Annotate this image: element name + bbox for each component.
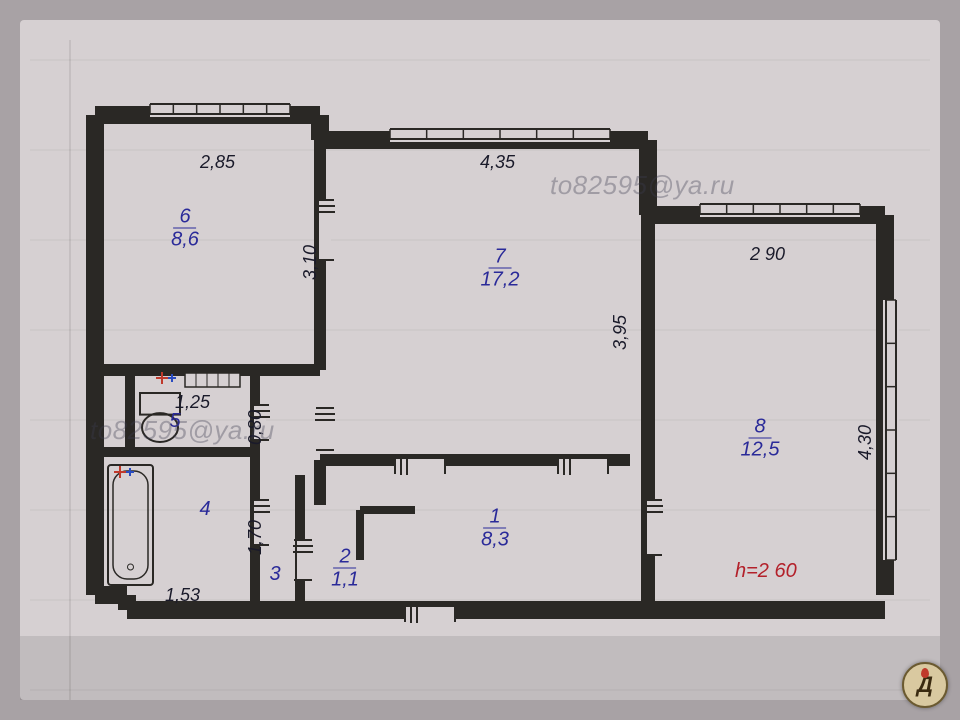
- dimension-5: 4,30: [855, 425, 876, 460]
- site-badge-icon: Д: [902, 662, 948, 708]
- watermark-0: to82595@ya.ru: [550, 170, 735, 201]
- room-label-7: 717,2: [481, 246, 520, 291]
- dimension-2: 2 90: [750, 244, 785, 265]
- dimension-4: 3,95: [610, 315, 631, 350]
- ceiling-height: h=2 60: [735, 560, 797, 583]
- room-label-2: 21,1: [331, 546, 359, 591]
- dimension-0: 2,85: [200, 152, 235, 173]
- room-label-4: 4: [193, 498, 216, 520]
- room-label-1: 18,3: [481, 506, 509, 551]
- room-label-3: 3: [263, 563, 286, 585]
- dimension-8: 1,70: [245, 520, 266, 555]
- dimension-6: 1,25: [175, 392, 210, 413]
- dimension-1: 4,35: [480, 152, 515, 173]
- watermark-1: to82595@ya.ru: [90, 415, 275, 446]
- dimension-9: 1,53: [165, 585, 200, 606]
- room-label-8: 812,5: [741, 416, 780, 461]
- dimension-3: 3,10: [300, 245, 321, 280]
- room-label-6: 68,6: [171, 206, 199, 251]
